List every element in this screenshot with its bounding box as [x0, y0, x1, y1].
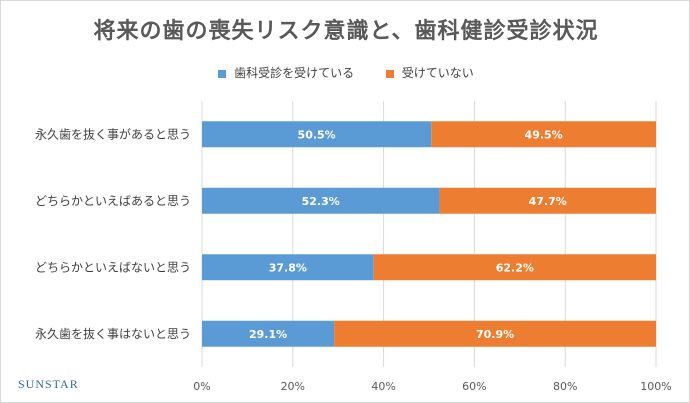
- data-label: 50.5%: [298, 128, 336, 141]
- bar-received: [202, 121, 432, 148]
- data-label: 49.5%: [525, 128, 563, 141]
- bar-not-received: [439, 187, 656, 214]
- category-label: 永久歯を抜く事はないと思う: [35, 327, 191, 341]
- category-label: どちらかといえばないと思う: [35, 260, 191, 274]
- legend-label-not-received: 受けていない: [401, 66, 474, 80]
- bar-not-received: [373, 254, 656, 281]
- x-tick-label: 40%: [371, 380, 395, 393]
- x-tick-label: 20%: [281, 380, 305, 393]
- x-tick-label: 0%: [193, 380, 210, 393]
- legend-label-received: 歯科受診を受けている: [234, 66, 355, 80]
- data-label: 70.9%: [476, 328, 514, 341]
- legend-swatch-not-received: [385, 69, 394, 78]
- data-label: 29.1%: [249, 328, 287, 341]
- x-tick-label: 80%: [553, 380, 577, 393]
- chart-title: 将来の歯の喪失リスク意識と、歯科健診受診状況: [93, 19, 599, 44]
- bar-not-received: [431, 121, 656, 148]
- x-tick-label: 100%: [640, 380, 671, 393]
- bar-not-received: [334, 320, 656, 347]
- bar-received: [202, 320, 335, 347]
- data-label: 37.8%: [269, 261, 307, 274]
- data-label: 47.7%: [529, 195, 567, 208]
- legend: 歯科受診を受けている 受けていない: [1, 64, 690, 81]
- x-tick-label: 60%: [462, 380, 486, 393]
- data-label: 52.3%: [302, 195, 340, 208]
- legend-item-not-received: 受けていない: [385, 64, 474, 81]
- bar-received: [202, 187, 440, 214]
- category-label: 永久歯を抜く事があると思う: [35, 126, 191, 141]
- bar-received: [202, 254, 374, 281]
- brand-logo: SUNSTAR: [18, 377, 79, 391]
- legend-swatch-received: [218, 69, 227, 78]
- legend-item-received: 歯科受診を受けている: [218, 64, 354, 81]
- category-label: どちらかといえばあると思う: [35, 194, 191, 208]
- data-label: 62.2%: [496, 261, 534, 274]
